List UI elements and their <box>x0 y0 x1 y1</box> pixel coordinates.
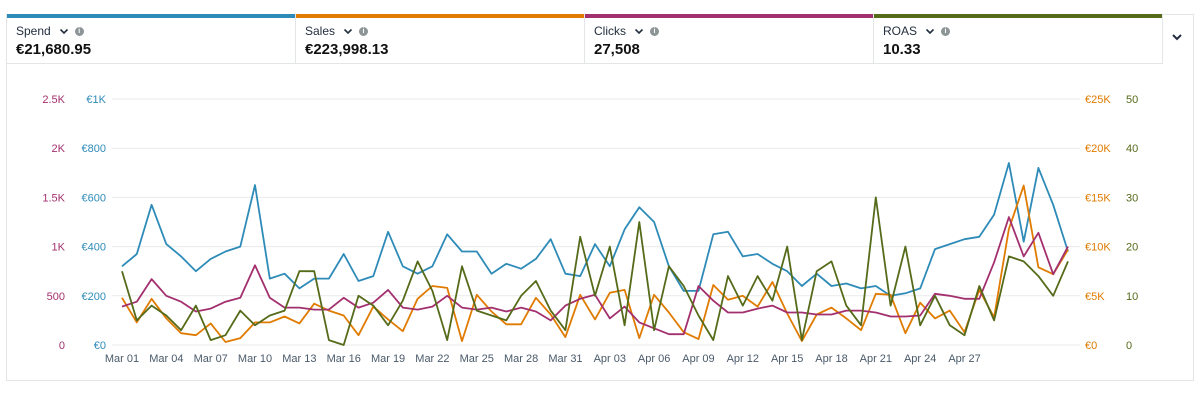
x-axis-tick-label: Mar 10 <box>238 353 272 365</box>
clicks-axis-tick-label: 1.5K <box>42 192 65 204</box>
x-axis-tick-label: Apr 21 <box>860 353 892 365</box>
metric-label: ROAS <box>883 24 918 38</box>
sales-axis-tick-label: €25K <box>1085 94 1111 106</box>
metric-value: 27,508 <box>594 41 640 58</box>
metric-value: €223,998.13 <box>305 41 389 58</box>
chevron-down-icon[interactable] <box>59 26 69 36</box>
x-axis-tick-label: Apr 09 <box>682 353 714 365</box>
x-axis-tick-label: Apr 12 <box>727 353 759 365</box>
spend-axis-tick-label: €200 <box>82 291 106 303</box>
sales-axis-tick-label: €5K <box>1085 291 1105 303</box>
spend-axis-tick-label: €600 <box>82 192 106 204</box>
sales-axis-tick-label: €10K <box>1085 242 1111 254</box>
x-axis-tick-label: Apr 06 <box>638 353 670 365</box>
roas-axis-tick-label: 50 <box>1126 94 1138 106</box>
x-axis-tick-label: Apr 24 <box>904 353 936 365</box>
chevron-down-icon[interactable] <box>634 26 644 36</box>
roas-axis-tick-label: 30 <box>1126 192 1138 204</box>
x-axis-tick-label: Apr 27 <box>948 353 980 365</box>
x-axis-tick-label: Mar 04 <box>149 353 183 365</box>
clicks-axis-tick-label: 500 <box>47 291 65 303</box>
metric-value: 10.33 <box>883 41 921 58</box>
x-axis-tick-label: Mar 19 <box>371 353 405 365</box>
metric-label: Spend <box>16 24 51 38</box>
series-line-roas <box>121 196 1069 346</box>
x-axis-tick-label: Mar 25 <box>460 353 494 365</box>
roas-axis-tick-label: 40 <box>1126 143 1138 155</box>
info-icon[interactable]: i <box>650 26 659 36</box>
x-axis-tick-label: Mar 28 <box>504 353 538 365</box>
roas-axis-tick-label: 10 <box>1126 291 1138 303</box>
info-icon[interactable]: i <box>74 26 84 36</box>
spend-axis-tick-label: €1K <box>86 94 106 106</box>
metric-tile-clicks[interactable]: Clicks i 27,508 <box>585 14 874 64</box>
metric-tile-spend[interactable]: Spend i €21,680.95 <box>7 14 296 64</box>
roas-axis-tick-label: 0 <box>1126 340 1132 352</box>
clicks-axis-tick-label: 2K <box>52 143 66 155</box>
metric-value: €21,680.95 <box>16 41 92 58</box>
spend-axis-tick-label: €800 <box>82 143 106 155</box>
expand-chevron-icon[interactable] <box>1167 27 1187 47</box>
metric-tiles: Spend i €21,680.95 Sales i €223,998.13 C… <box>7 14 1195 65</box>
series-line-clicks <box>121 216 1069 336</box>
sales-axis-tick-label: €20K <box>1085 143 1111 155</box>
series-line-spend <box>121 162 1069 297</box>
x-axis-tick-label: Mar 13 <box>282 353 316 365</box>
x-axis-tick-label: Mar 01 <box>105 353 139 365</box>
metric-label: Sales <box>305 24 336 38</box>
roas-axis-tick-label: 20 <box>1126 242 1138 254</box>
sales-axis-tick-label: €15K <box>1085 192 1111 204</box>
info-icon[interactable]: i <box>941 26 951 36</box>
chevron-down-icon[interactable] <box>343 26 353 36</box>
clicks-axis-tick-label: 1K <box>52 242 66 254</box>
series-line-sales <box>121 184 1069 343</box>
spend-axis-tick-label: €400 <box>82 242 106 254</box>
metric-color-bar <box>585 14 873 18</box>
x-axis-tick-label: Mar 31 <box>548 353 582 365</box>
metric-color-bar <box>7 14 295 18</box>
metric-label: Clicks <box>594 24 626 38</box>
x-axis-tick-label: Apr 15 <box>771 353 803 365</box>
clicks-axis-tick-label: 2.5K <box>42 94 65 106</box>
sales-axis-tick-label: €0 <box>1085 340 1097 352</box>
spend-axis-tick-label: €0 <box>94 340 106 352</box>
x-axis-tick-label: Apr 03 <box>594 353 626 365</box>
info-icon[interactable]: i <box>359 26 369 36</box>
metric-tile-sales[interactable]: Sales i €223,998.13 <box>296 14 585 64</box>
metric-color-bar <box>874 14 1162 18</box>
clicks-axis-tick-label: 0 <box>59 340 65 352</box>
x-axis-tick-label: Apr 18 <box>815 353 847 365</box>
chevron-down-icon[interactable] <box>925 26 935 36</box>
metric-tile-roas[interactable]: ROAS i 10.33 <box>874 14 1163 64</box>
x-axis-tick-label: Mar 22 <box>415 353 449 365</box>
x-axis-tick-label: Mar 16 <box>327 353 361 365</box>
metric-color-bar <box>296 14 584 18</box>
x-axis-tick-label: Mar 07 <box>194 353 228 365</box>
